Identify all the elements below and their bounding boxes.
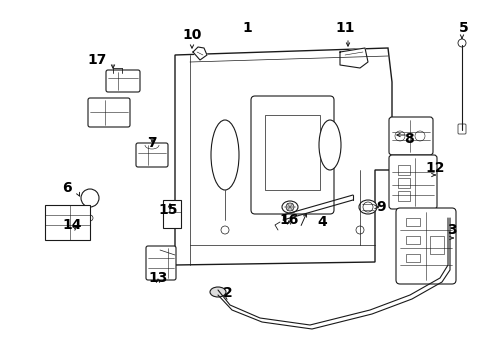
FancyBboxPatch shape	[250, 96, 333, 214]
Circle shape	[87, 215, 93, 221]
Text: 13: 13	[148, 271, 167, 285]
FancyBboxPatch shape	[457, 124, 465, 134]
Bar	[45, 205, 90, 240]
FancyBboxPatch shape	[388, 117, 432, 155]
Text: 11: 11	[335, 21, 354, 35]
Text: 6: 6	[62, 181, 72, 195]
FancyBboxPatch shape	[146, 246, 176, 280]
Ellipse shape	[318, 120, 340, 170]
Bar	[397, 191, 409, 201]
Bar	[405, 254, 419, 262]
Circle shape	[457, 39, 465, 47]
Bar	[163, 200, 181, 228]
Polygon shape	[339, 48, 367, 68]
Bar	[429, 236, 443, 254]
FancyBboxPatch shape	[88, 98, 130, 127]
Text: 4: 4	[317, 215, 326, 229]
Circle shape	[81, 189, 99, 207]
Text: 14: 14	[62, 218, 81, 232]
FancyBboxPatch shape	[388, 155, 436, 209]
Text: 1: 1	[242, 21, 251, 35]
Bar	[397, 165, 409, 175]
Text: 2: 2	[223, 286, 232, 300]
Text: 15: 15	[158, 203, 177, 217]
Text: 17: 17	[87, 53, 106, 67]
Text: 5: 5	[458, 21, 468, 35]
Bar	[264, 115, 319, 190]
Text: 3: 3	[446, 223, 456, 237]
Text: 16: 16	[279, 213, 298, 227]
Circle shape	[221, 226, 228, 234]
Text: 9: 9	[375, 200, 385, 214]
Bar	[405, 218, 419, 226]
Text: 12: 12	[425, 161, 444, 175]
FancyBboxPatch shape	[136, 143, 168, 167]
Ellipse shape	[210, 120, 239, 190]
Circle shape	[362, 202, 372, 212]
Ellipse shape	[209, 287, 225, 297]
Text: 10: 10	[182, 28, 201, 42]
Polygon shape	[193, 47, 206, 60]
FancyBboxPatch shape	[106, 70, 140, 92]
Ellipse shape	[282, 201, 297, 213]
Circle shape	[414, 131, 424, 141]
Text: 7: 7	[147, 136, 157, 150]
Ellipse shape	[358, 200, 376, 214]
Circle shape	[394, 131, 404, 141]
PathPatch shape	[175, 48, 391, 265]
Circle shape	[355, 226, 363, 234]
Text: 8: 8	[403, 132, 413, 146]
FancyBboxPatch shape	[395, 208, 455, 284]
Bar	[405, 236, 419, 244]
Bar	[397, 178, 409, 188]
Circle shape	[285, 203, 293, 211]
